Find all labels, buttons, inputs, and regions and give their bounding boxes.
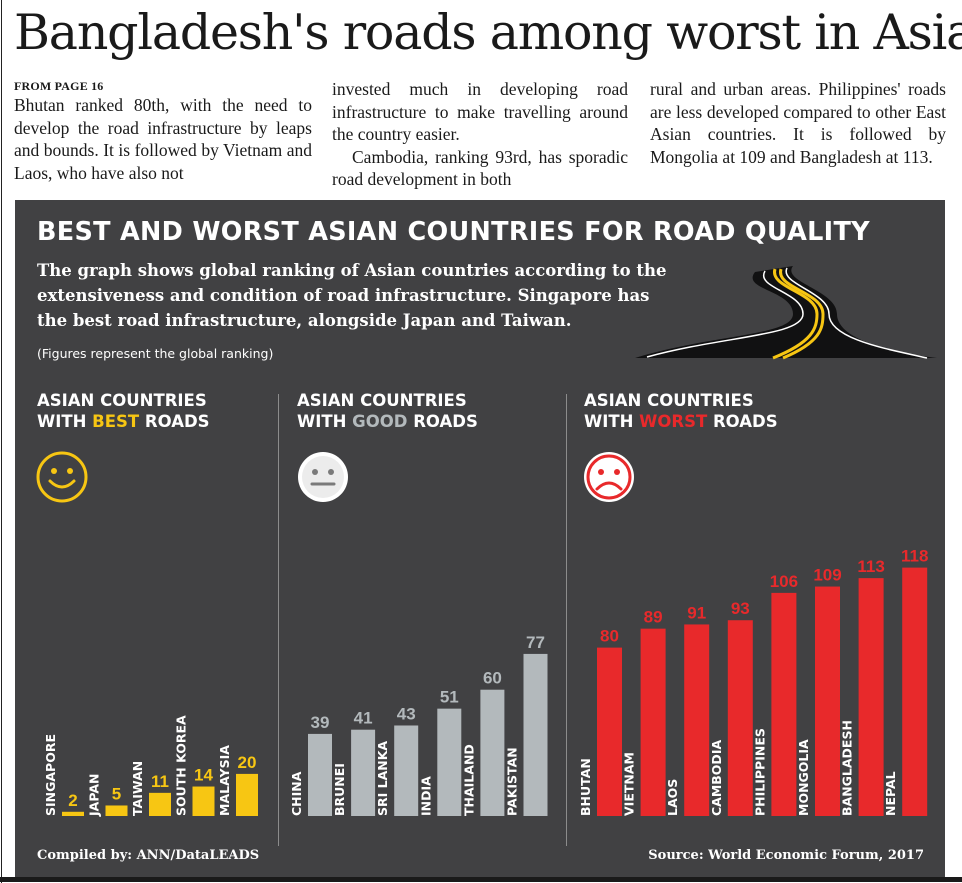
article-column-3: rural and urban areas. Philippines' road… — [650, 78, 946, 168]
value-label: 80 — [600, 627, 619, 646]
category-label: INDIA — [418, 776, 433, 816]
category-label: MALAYSIA — [217, 745, 232, 816]
road-illustration — [635, 266, 937, 360]
category-label: SOUTH KOREA — [174, 715, 189, 816]
bar-malaysia — [236, 773, 258, 816]
article-text-2a: invested much in developing road infrast… — [332, 79, 628, 144]
from-page-label: FROM PAGE 16 — [14, 79, 104, 93]
category-label: TAIWAN — [130, 761, 145, 816]
section-title-good-pre: WITH — [297, 412, 353, 431]
bar-nepal — [902, 567, 928, 816]
category-label: BANGLADESH — [840, 720, 855, 816]
section-title-best-highlight: BEST — [92, 412, 140, 431]
section-title-good: ASIAN COUNTRIES WITH GOOD ROADS — [297, 390, 478, 432]
page-border-left — [1, 0, 2, 883]
bar-mongolia — [815, 586, 840, 816]
bar-brunei — [351, 729, 376, 816]
category-label: CAMBODIA — [709, 740, 724, 816]
article-text-1: Bhutan ranked 80th, with the need to dev… — [14, 95, 312, 183]
value-label: 91 — [687, 603, 706, 622]
section-divider-1 — [278, 394, 279, 846]
section-title-good-highlight: GOOD — [352, 412, 408, 431]
section-title-worst-highlight: WORST — [639, 412, 708, 431]
section-divider-2 — [566, 394, 567, 846]
value-label: 41 — [354, 709, 373, 728]
value-label: 93 — [731, 599, 750, 618]
value-label: 60 — [483, 669, 502, 688]
bar-china — [308, 733, 332, 816]
article-column-1: FROM PAGE 16 Bhutan ranked 80th, with th… — [14, 78, 312, 184]
value-label: 43 — [397, 704, 416, 723]
value-label: 89 — [644, 608, 663, 627]
bar-laos — [684, 624, 710, 816]
value-label: 118 — [901, 547, 928, 566]
bar-japan — [105, 805, 128, 816]
category-label: SINGAPORE — [43, 734, 58, 816]
article-text-2b: Cambodia, ranking 93rd, has sporadic roa… — [332, 146, 628, 190]
category-label: JAPAN — [87, 774, 102, 817]
category-label: MONGOLIA — [796, 739, 811, 816]
section-title-worst-pre: WITH — [584, 412, 640, 431]
neutral-face-icon — [298, 452, 348, 502]
category-label: BRUNEI — [332, 763, 347, 816]
bar-india — [437, 708, 462, 816]
bar-thailand — [480, 689, 505, 816]
category-label: LAOS — [665, 779, 680, 816]
sad-face-icon — [584, 452, 634, 502]
section-title-best-pre: WITH — [37, 412, 93, 431]
page-bottom-rule — [0, 877, 962, 882]
value-label: 2 — [68, 791, 77, 810]
section-title-best-post: ROADS — [139, 412, 210, 431]
category-label: BHUTAN — [578, 758, 593, 816]
chart-note: (Figures represent the global ranking) — [37, 346, 274, 361]
section-title-worst-line1: ASIAN COUNTRIES — [584, 391, 754, 410]
source-text: Source: World Economic Forum, 2017 — [648, 848, 924, 863]
bar-bhutan — [597, 647, 622, 816]
chart-subtitle: The graph shows global ranking of Asian … — [37, 261, 667, 330]
value-label: 113 — [857, 557, 884, 576]
smiley-face-icon — [36, 451, 88, 503]
bar-singapore — [62, 811, 84, 816]
bar-taiwan — [149, 792, 171, 816]
section-title-best: ASIAN COUNTRIES WITH BEST ROADS — [37, 390, 210, 432]
value-label: 14 — [194, 766, 213, 785]
category-label: CHINA — [289, 771, 304, 816]
value-label: 51 — [440, 688, 459, 707]
chart-title: BEST AND WORST ASIAN COUNTRIES FOR ROAD … — [37, 217, 870, 247]
headline: Bangladesh's roads among worst in Asia — [14, 4, 962, 61]
bar-south-korea — [192, 786, 215, 816]
category-label: PAKISTAN — [505, 747, 520, 816]
ranking-bar-chart: 2 SINGAPORE 5 JAPAN 11 TAIWAN 14 SOUTH KOREA 20 M… — [43, 547, 928, 817]
section-title-worst: ASIAN COUNTRIES WITH WORST ROADS — [584, 390, 778, 432]
article-text-3: rural and urban areas. Philippines' road… — [650, 79, 946, 167]
bar-bangladesh — [858, 578, 884, 816]
credit-text: Compiled by: ANN/DataLEADS — [37, 848, 260, 863]
value-label: 109 — [813, 566, 841, 585]
bar-vietnam — [640, 628, 666, 816]
infographic-panel: BEST AND WORST ASIAN COUNTRIES FOR ROAD … — [15, 200, 945, 878]
value-label: 5 — [112, 784, 121, 803]
bar-philippines — [771, 592, 797, 816]
section-title-best-line1: ASIAN COUNTRIES — [37, 391, 207, 410]
bar-sri-lanka — [394, 725, 419, 816]
category-label: NEPAL — [883, 771, 898, 816]
value-label: 20 — [238, 753, 257, 772]
category-label: THAILAND — [461, 744, 476, 816]
section-title-good-post: ROADS — [407, 412, 478, 431]
category-label: VIETNAM — [622, 752, 637, 816]
value-label: 39 — [311, 713, 330, 732]
value-label: 77 — [526, 633, 545, 652]
bar-cambodia — [727, 620, 753, 816]
section-title-good-line1: ASIAN COUNTRIES — [297, 391, 467, 410]
category-label: PHILIPPINES — [752, 728, 767, 816]
value-label: 106 — [770, 572, 798, 591]
value-label: 11 — [151, 772, 169, 791]
article-column-2: invested much in developing road infrast… — [332, 78, 628, 191]
section-title-worst-post: ROADS — [707, 412, 778, 431]
bar-pakistan — [523, 653, 548, 816]
category-label: SRI LANKA — [375, 741, 390, 816]
